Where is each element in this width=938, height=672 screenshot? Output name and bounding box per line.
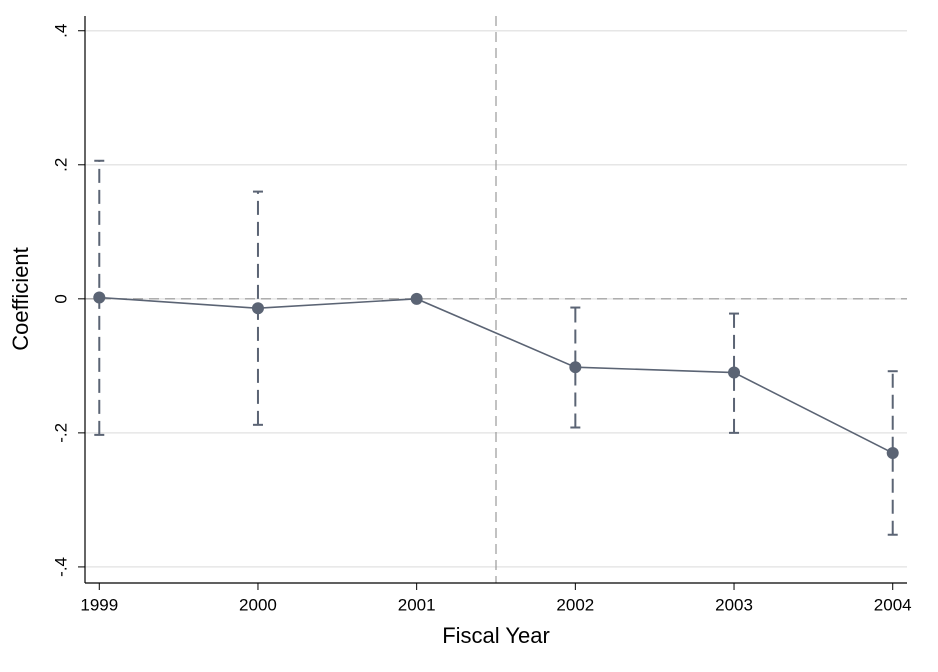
- y-tick-label: .2: [51, 158, 70, 172]
- x-axis-title: Fiscal Year: [442, 623, 550, 648]
- x-tick-label: 2002: [556, 595, 594, 614]
- point: [728, 366, 741, 379]
- x-tick-label: 2000: [239, 595, 277, 614]
- point: [251, 302, 264, 315]
- y-tick-label: -.2: [51, 423, 70, 443]
- y-axis-title: Coefficient: [8, 247, 33, 351]
- x-tick-label: 2003: [715, 595, 753, 614]
- x-tick-label: 2004: [874, 595, 912, 614]
- x-tick-label: 2001: [398, 595, 436, 614]
- point: [569, 361, 582, 374]
- point: [886, 446, 899, 459]
- line: [99, 296, 894, 454]
- x-tick-label: 1999: [80, 595, 118, 614]
- y-tick-label: .4: [51, 24, 70, 38]
- point: [93, 291, 106, 304]
- y-tick-label: 0: [51, 294, 70, 303]
- point: [410, 292, 423, 305]
- y-tick-label: -.4: [51, 557, 70, 577]
